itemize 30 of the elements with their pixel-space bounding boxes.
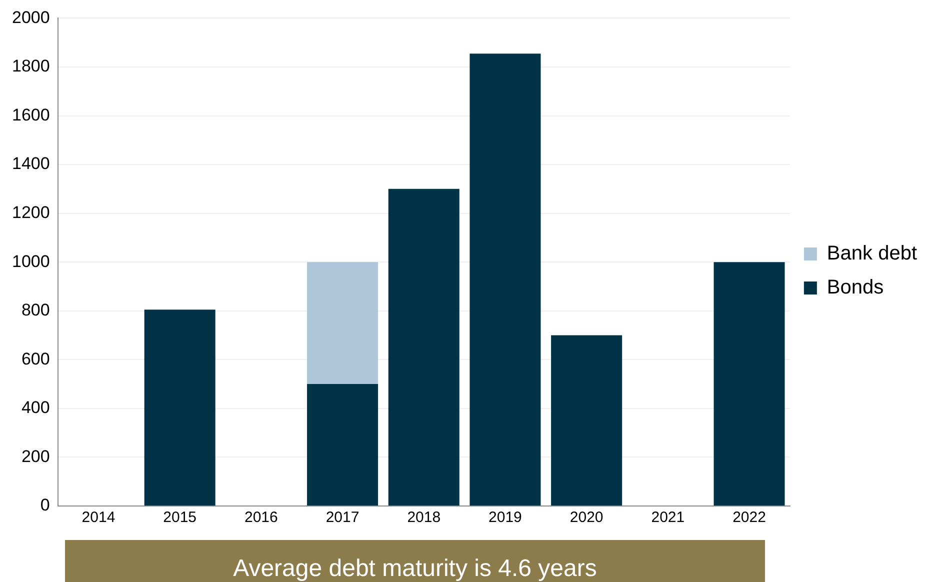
bar — [307, 384, 378, 506]
x-tick-label: 2020 — [570, 509, 604, 526]
bar — [714, 262, 785, 506]
x-tick-label: 2019 — [488, 509, 522, 526]
bar — [307, 262, 378, 384]
x-tick-label: 2022 — [732, 509, 766, 526]
y-tick-label: 1200 — [12, 203, 50, 222]
y-tick-label: 800 — [21, 300, 50, 320]
y-tick-label: 1400 — [12, 154, 50, 174]
legend-label: Bonds — [826, 276, 884, 299]
y-tick-label: 600 — [21, 349, 50, 368]
y-tick-label: 1000 — [12, 252, 50, 271]
x-tick-label: 2015 — [163, 509, 197, 526]
bar — [144, 310, 216, 506]
x-tick-label: 2018 — [407, 509, 441, 526]
x-tick-label: 2014 — [82, 509, 116, 526]
y-tick-label: 200 — [21, 446, 50, 466]
y-tick-label: 400 — [21, 398, 50, 418]
legend-label: Bank debt — [826, 242, 918, 265]
bar — [551, 335, 622, 506]
x-tick-label: 2016 — [244, 509, 278, 526]
x-tick-label: 2021 — [651, 509, 685, 526]
y-tick-label: 2000 — [12, 8, 50, 27]
y-tick-label: 0 — [40, 496, 50, 515]
x-tick-label: 2017 — [326, 509, 360, 526]
bar — [388, 188, 460, 506]
y-tick-label: 1600 — [12, 105, 50, 124]
bar — [470, 54, 541, 506]
y-tick-label: 1800 — [12, 56, 50, 76]
text: Average debt maturity is 4.6 years — [65, 540, 765, 582]
